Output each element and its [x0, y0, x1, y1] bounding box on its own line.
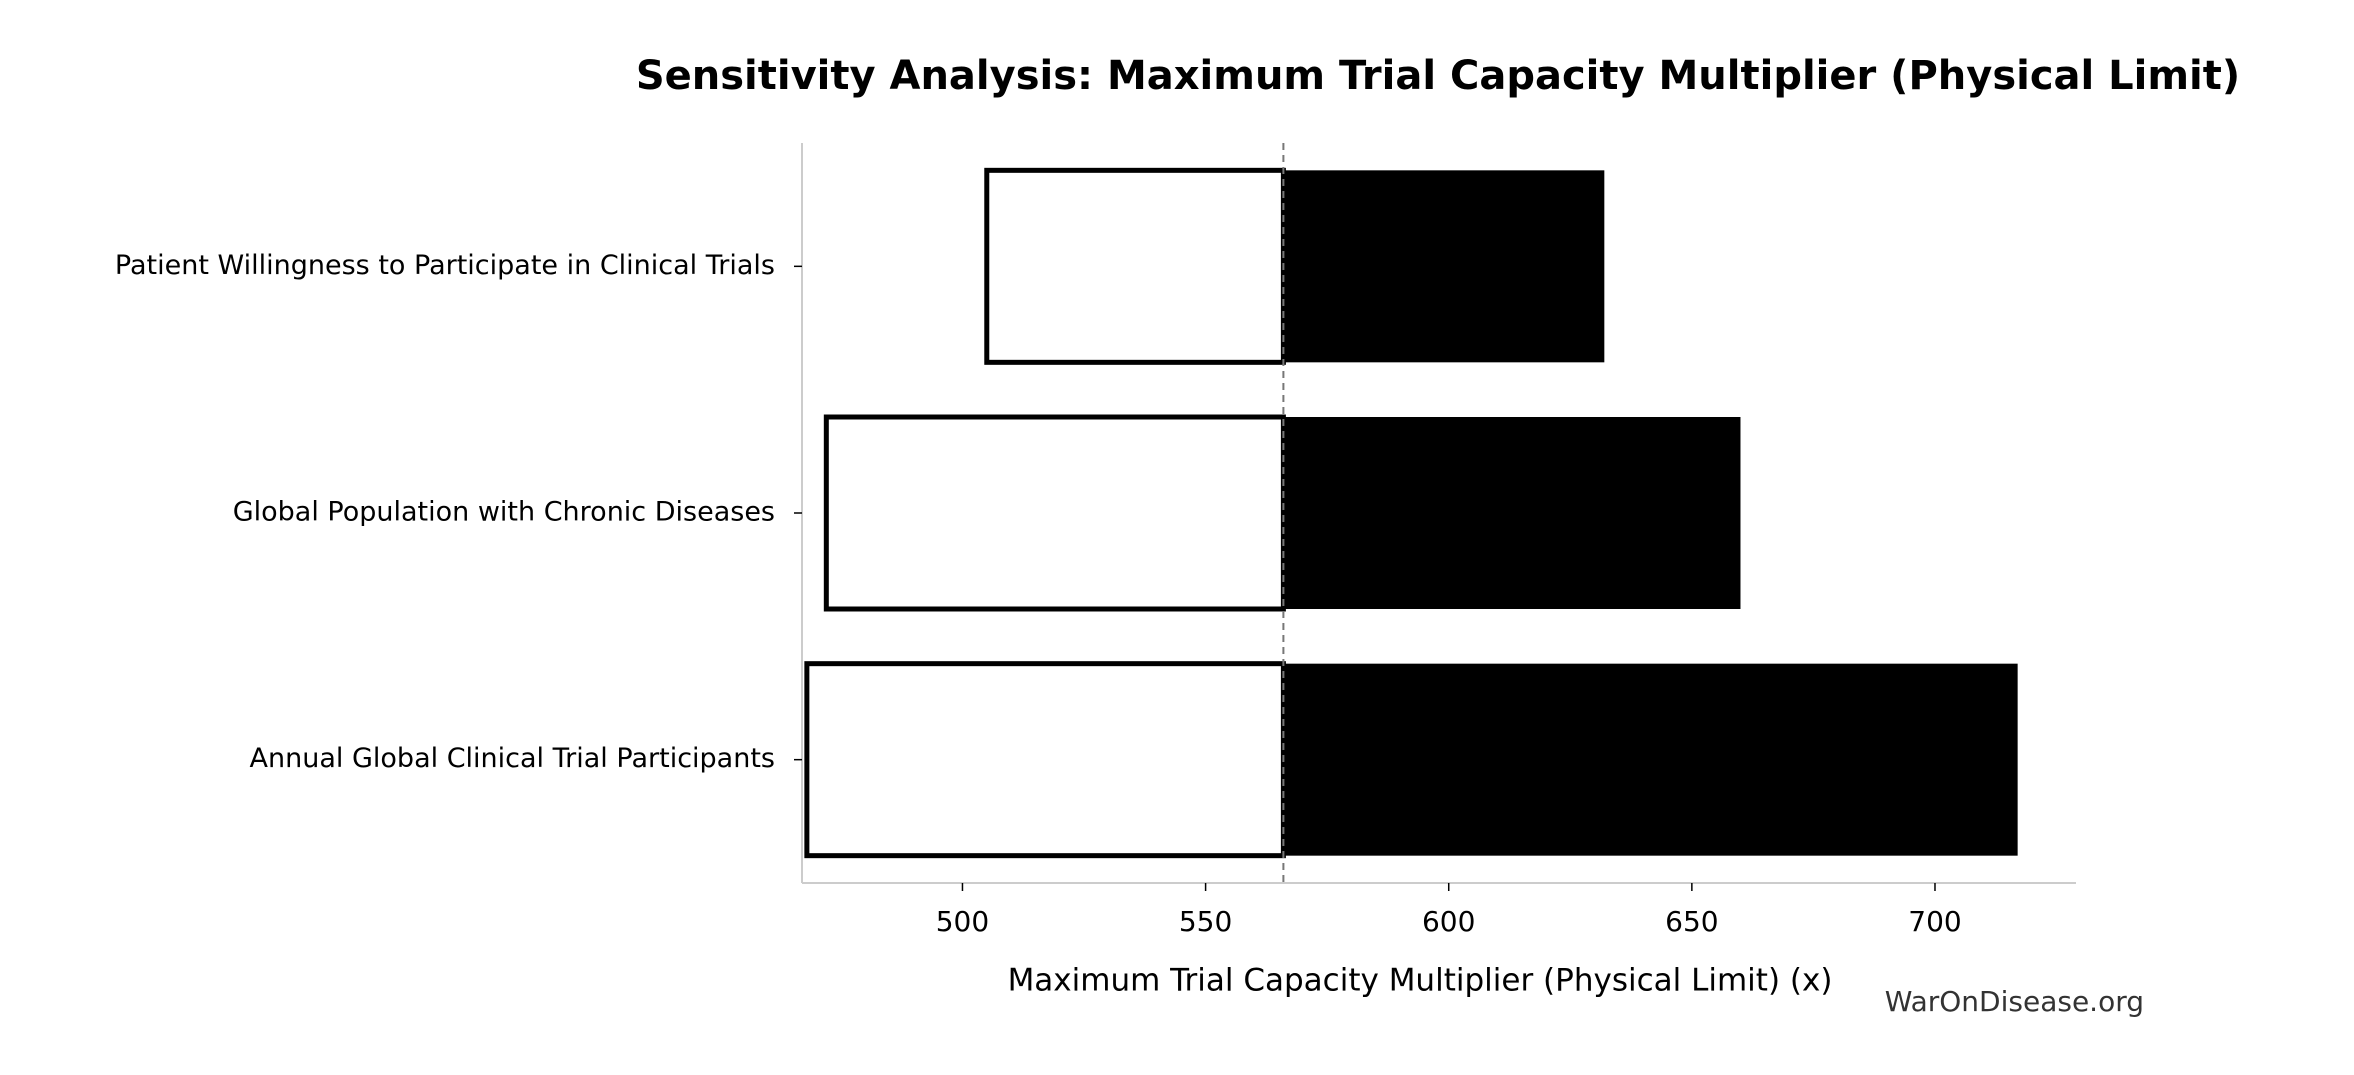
bar: [1283, 663, 2018, 856]
y-tick-label: Global Population with Chronic Diseases: [233, 497, 775, 528]
x-tick-label: 600: [1422, 905, 1475, 938]
x-tick-label: 700: [1908, 905, 1961, 938]
bar: [1283, 417, 1741, 609]
watermark: WarOnDisease.org: [1885, 985, 2144, 1018]
x-axis-label: Maximum Trial Capacity Multiplier (Physi…: [1008, 963, 1833, 999]
x-tick-label: 650: [1665, 905, 1718, 938]
y-tick-label: Patient Willingness to Participate in Cl…: [115, 250, 775, 281]
bar: [984, 167, 1286, 365]
bar: [1283, 170, 1605, 363]
x-tick-label: 500: [936, 905, 989, 938]
bar: [804, 661, 1286, 859]
chart-title: Sensitivity Analysis: Maximum Trial Capa…: [636, 53, 2240, 99]
y-tick-label: Annual Global Clinical Trial Participant…: [250, 743, 775, 774]
bar: [823, 414, 1286, 612]
x-tick-label: 550: [1179, 905, 1232, 938]
